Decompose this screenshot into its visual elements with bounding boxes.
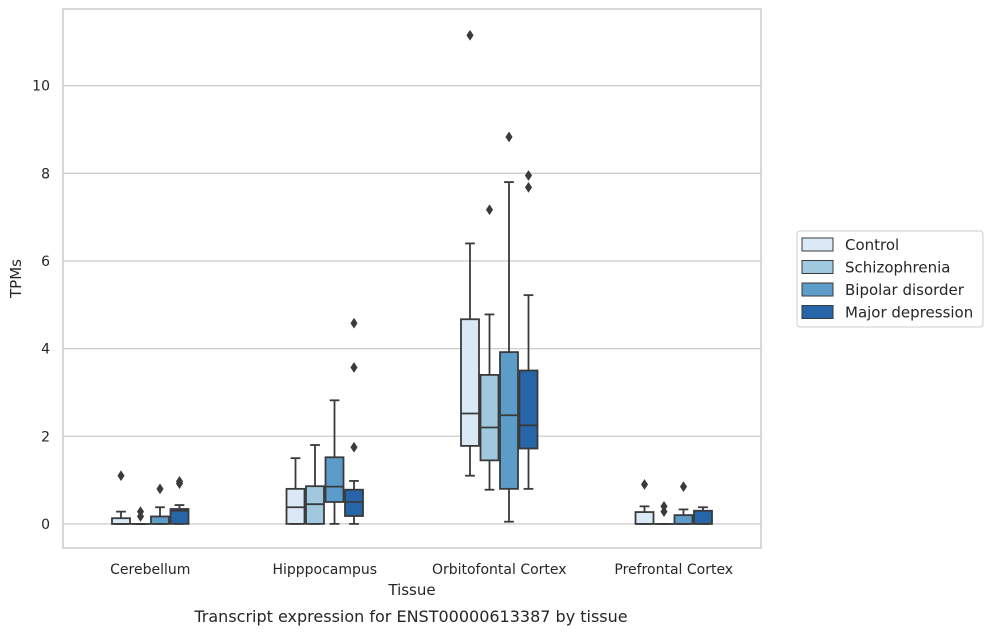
legend-label: Schizophrenia xyxy=(845,259,950,277)
y-tick-label: 0 xyxy=(41,517,50,533)
x-tick-label: Prefrontal Cortex xyxy=(614,562,733,578)
y-tick-label: 2 xyxy=(41,429,50,445)
box-iqr xyxy=(636,512,654,524)
x-tick-label: Hipppocampus xyxy=(272,562,377,578)
legend-label: Bipolar disorder xyxy=(845,281,965,299)
legend-item: Major depression xyxy=(802,304,973,322)
legend-item: Control xyxy=(802,236,899,254)
x-tick-label: Cerebellum xyxy=(110,562,190,578)
x-tick-label: Orbitofontal Cortex xyxy=(432,562,567,578)
legend-item: Bipolar disorder xyxy=(802,281,965,299)
chart-caption: Transcript expression for ENST0000061338… xyxy=(193,607,627,626)
legend-label: Control xyxy=(845,236,899,254)
y-tick-label: 8 xyxy=(41,166,50,182)
box-iqr xyxy=(326,457,344,502)
box-iqr xyxy=(151,516,169,523)
legend-swatch xyxy=(802,261,833,274)
y-tick-label: 4 xyxy=(41,342,50,358)
legend: Control Schizophrenia Bipolar disorder Majo… xyxy=(797,231,983,327)
y-tick-label: 6 xyxy=(41,254,50,270)
legend-label: Major depression xyxy=(845,304,973,322)
box-iqr xyxy=(500,352,518,489)
legend-swatch xyxy=(802,283,833,296)
legend-swatch xyxy=(802,306,833,319)
x-axis-label: Tissue xyxy=(387,581,435,599)
legend-swatch xyxy=(802,238,833,251)
legend-item: Schizophrenia xyxy=(802,259,950,277)
box-iqr xyxy=(675,515,693,524)
box-iqr xyxy=(520,371,538,449)
y-tick-label: 10 xyxy=(32,79,50,95)
box-iqr xyxy=(461,319,479,446)
y-axis-label: TPMs xyxy=(7,259,25,299)
box-iqr xyxy=(694,511,712,524)
box-iqr xyxy=(481,375,499,460)
